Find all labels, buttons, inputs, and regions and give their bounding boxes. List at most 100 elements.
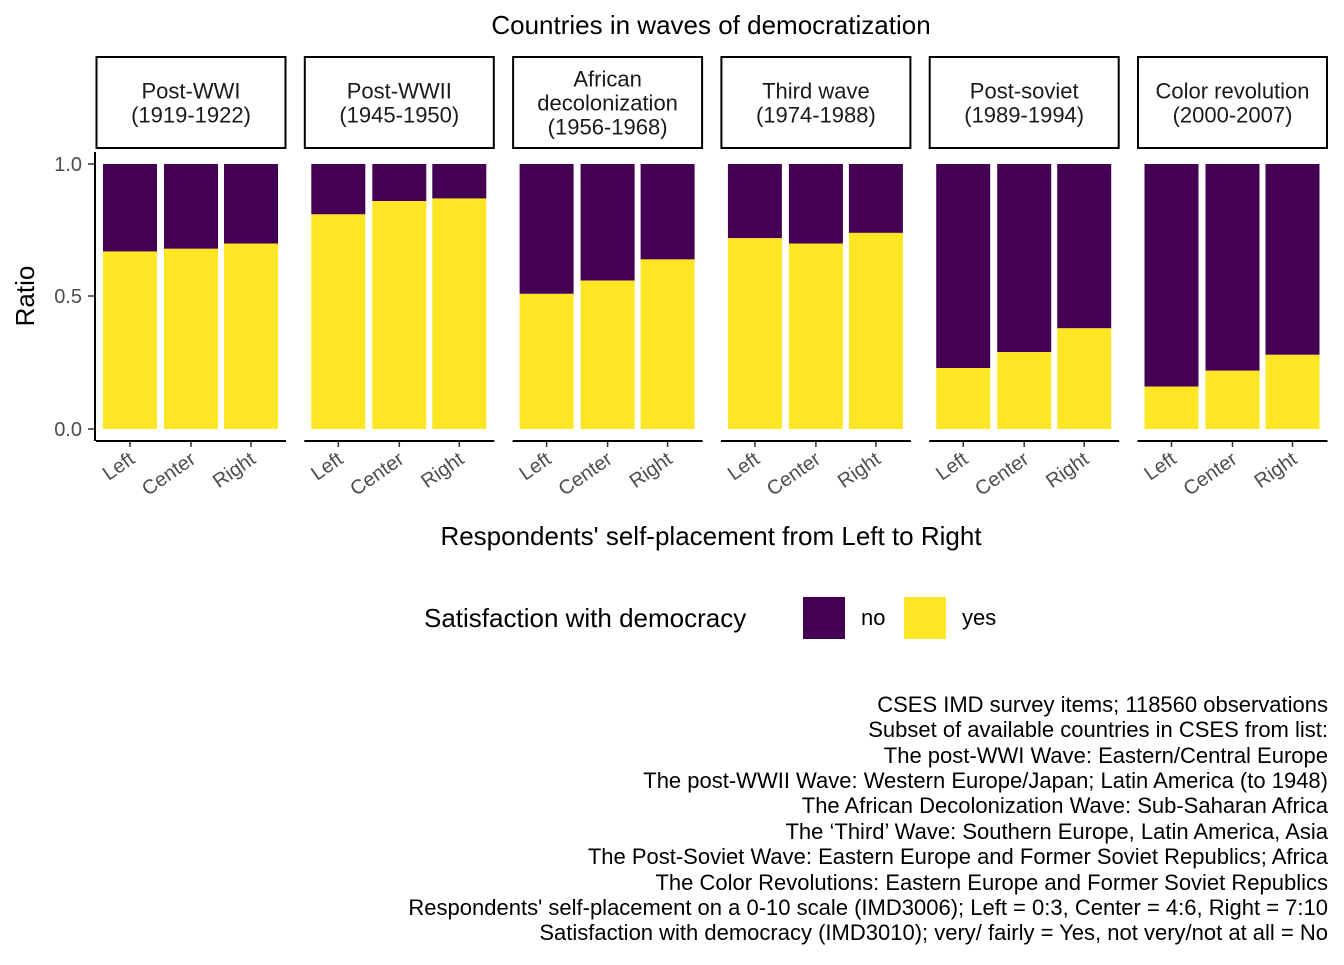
x-axis-title: Respondents' self-placement from Left to… bbox=[440, 521, 982, 551]
bar-no bbox=[1057, 164, 1112, 329]
chart-title: Countries in waves of democratization bbox=[491, 10, 930, 40]
caption-line: The Color Revolutions: Eastern Europe an… bbox=[655, 870, 1328, 895]
legend-title: Satisfaction with democracy bbox=[424, 603, 746, 633]
legend-key-yes bbox=[904, 597, 946, 639]
bar-no bbox=[1144, 164, 1199, 387]
bar-no bbox=[432, 164, 487, 199]
y-axis: Ratio 0.0 0.5 1.0 bbox=[10, 154, 94, 441]
facet-strip-label: African bbox=[573, 67, 641, 92]
facet-panel: Post-soviet(1989-1994) Left Center Right bbox=[928, 56, 1120, 501]
facet-strip-label: (1974-1988) bbox=[756, 103, 876, 128]
x-tick-label: Left bbox=[932, 448, 972, 485]
y-tick-label: 0.5 bbox=[54, 286, 82, 308]
facet-strip-label: (1956-1968) bbox=[548, 115, 668, 140]
bar-no bbox=[1205, 164, 1260, 371]
caption-line: CSES IMD survey items; 118560 observatio… bbox=[877, 692, 1328, 717]
facet-strip bbox=[928, 56, 1120, 149]
bar-no bbox=[727, 164, 782, 239]
bar-yes bbox=[727, 238, 782, 429]
bar-no bbox=[936, 164, 991, 369]
bar-yes bbox=[311, 214, 366, 429]
bar-yes bbox=[936, 368, 991, 429]
x-tick-label: Left bbox=[724, 448, 764, 485]
bar-no bbox=[580, 164, 635, 281]
facet-strip bbox=[303, 56, 495, 149]
bar-no bbox=[164, 164, 218, 249]
bar-yes bbox=[640, 259, 695, 429]
caption-line: Subset of available countries in CSES fr… bbox=[868, 717, 1328, 742]
bar-no bbox=[224, 164, 278, 244]
facet-strip bbox=[1137, 56, 1328, 149]
bar-no bbox=[997, 164, 1052, 353]
facet-strip bbox=[512, 56, 704, 149]
bar-no bbox=[311, 164, 366, 215]
caption-line: The post-WWI Wave: Eastern/Central Europ… bbox=[884, 743, 1328, 768]
bar-yes bbox=[164, 248, 218, 429]
x-tick-label: Left bbox=[307, 448, 347, 485]
legend-key-no bbox=[803, 597, 845, 639]
facet-strip-label: (1919-1922) bbox=[131, 103, 251, 128]
x-tick-label: Center bbox=[1180, 448, 1242, 501]
bar-yes bbox=[1057, 328, 1112, 429]
facet-strip-label: Post-WWII bbox=[347, 79, 452, 104]
facet-strip-label: decolonization bbox=[537, 91, 678, 116]
x-tick-label: Right bbox=[1250, 448, 1301, 493]
facet-strip bbox=[95, 56, 287, 149]
bar-no bbox=[1265, 164, 1320, 355]
y-axis-title: Ratio bbox=[10, 266, 40, 327]
bar-yes bbox=[372, 201, 427, 429]
facet-strip-label: (1989-1994) bbox=[964, 103, 1084, 128]
x-tick-label: Center bbox=[555, 448, 617, 501]
bar-yes bbox=[580, 280, 635, 429]
caption-line: Respondents' self-placement on a 0-10 sc… bbox=[408, 895, 1328, 920]
caption-line: The post-WWII Wave: Western Europe/Japan… bbox=[643, 768, 1328, 793]
legend-label-yes: yes bbox=[962, 605, 996, 630]
facet-strip-label: (1945-1950) bbox=[339, 103, 459, 128]
x-tick-label: Center bbox=[346, 448, 408, 501]
x-tick-label: Right bbox=[417, 448, 468, 493]
y-tick-label: 0.0 bbox=[54, 419, 82, 441]
bar-yes bbox=[1205, 370, 1260, 429]
bar-no bbox=[640, 164, 695, 260]
x-tick-label: Left bbox=[99, 448, 139, 485]
bar-yes bbox=[848, 232, 903, 429]
x-tick-label: Left bbox=[516, 448, 556, 485]
caption: CSES IMD survey items; 118560 observatio… bbox=[408, 692, 1328, 945]
bar-yes bbox=[519, 293, 574, 429]
y-tick-label: 1.0 bbox=[54, 154, 82, 176]
bar-yes bbox=[1265, 354, 1320, 429]
legend-label-no: no bbox=[861, 605, 885, 630]
x-tick-label: Right bbox=[1042, 448, 1093, 493]
bar-yes bbox=[788, 243, 843, 429]
facet-strip-label: (2000-2007) bbox=[1173, 103, 1293, 128]
caption-line: The ‘Third’ Wave: Southern Europe, Latin… bbox=[785, 819, 1328, 844]
bar-yes bbox=[1144, 386, 1199, 429]
facet-strip-label: Post-soviet bbox=[970, 79, 1079, 104]
x-tick-label: Center bbox=[971, 448, 1033, 501]
facet-panel: Third wave(1974-1988) Left Center Right bbox=[720, 56, 912, 501]
facet-panel: Post-WWII(1945-1950) Left Center Right bbox=[303, 56, 495, 501]
x-tick-label: Right bbox=[626, 448, 677, 493]
facet-panel: Color revolution(2000-2007) Left Center Rig… bbox=[1137, 56, 1328, 501]
facet-strip-label: Post-WWI bbox=[142, 79, 241, 104]
bar-no bbox=[103, 164, 157, 252]
bar-no bbox=[788, 164, 843, 244]
facet-strip-label: Color revolution bbox=[1155, 79, 1309, 104]
x-tick-label: Center bbox=[138, 448, 200, 501]
facet-panels: Post-WWI(1919-1922)Left Center RightPost-W… bbox=[94, 56, 1328, 501]
bar-no bbox=[519, 164, 574, 294]
x-tick-label: Center bbox=[763, 448, 825, 501]
facet-strip bbox=[720, 56, 912, 149]
bar-yes bbox=[432, 198, 487, 429]
facet-strip-label: Third wave bbox=[762, 79, 870, 104]
caption-line: Satisfaction with democracy (IMD3010); v… bbox=[539, 920, 1328, 945]
x-tick-label: Right bbox=[834, 448, 885, 493]
caption-line: The Post-Soviet Wave: Eastern Europe and… bbox=[588, 844, 1329, 869]
bar-yes bbox=[224, 243, 278, 429]
legend: Satisfaction with democracy no yes bbox=[424, 597, 996, 639]
x-tick-label: Right bbox=[209, 448, 260, 493]
facet-panel: Post-WWI(1919-1922) Left Center Right bbox=[94, 56, 287, 501]
x-tick-label: Left bbox=[1140, 448, 1180, 485]
